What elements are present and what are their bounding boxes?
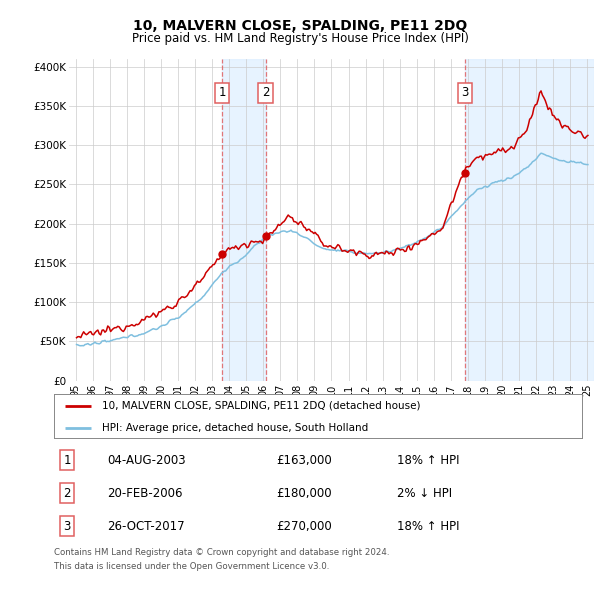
Text: 18% ↑ HPI: 18% ↑ HPI — [397, 454, 460, 467]
Text: Price paid vs. HM Land Registry's House Price Index (HPI): Price paid vs. HM Land Registry's House … — [131, 32, 469, 45]
Text: 18% ↑ HPI: 18% ↑ HPI — [397, 520, 460, 533]
Text: 1: 1 — [64, 454, 71, 467]
Bar — [222, 59, 266, 381]
Text: £163,000: £163,000 — [276, 454, 332, 467]
Text: £180,000: £180,000 — [276, 487, 331, 500]
Text: HPI: Average price, detached house, South Holland: HPI: Average price, detached house, Sout… — [101, 423, 368, 433]
Text: 2: 2 — [64, 487, 71, 500]
Text: 1: 1 — [218, 86, 226, 99]
Text: 2% ↓ HPI: 2% ↓ HPI — [397, 487, 452, 500]
Text: This data is licensed under the Open Government Licence v3.0.: This data is licensed under the Open Gov… — [54, 562, 329, 571]
Text: 26-OCT-2017: 26-OCT-2017 — [107, 520, 184, 533]
Text: 10, MALVERN CLOSE, SPALDING, PE11 2DQ (detached house): 10, MALVERN CLOSE, SPALDING, PE11 2DQ (d… — [101, 401, 420, 411]
Text: 10, MALVERN CLOSE, SPALDING, PE11 2DQ: 10, MALVERN CLOSE, SPALDING, PE11 2DQ — [133, 19, 467, 33]
Text: £270,000: £270,000 — [276, 520, 332, 533]
Text: Contains HM Land Registry data © Crown copyright and database right 2024.: Contains HM Land Registry data © Crown c… — [54, 548, 389, 556]
Text: 3: 3 — [461, 86, 469, 99]
Text: 20-FEB-2006: 20-FEB-2006 — [107, 487, 182, 500]
Text: 3: 3 — [64, 520, 71, 533]
Bar — [465, 59, 594, 381]
Text: 04-AUG-2003: 04-AUG-2003 — [107, 454, 185, 467]
Text: 2: 2 — [262, 86, 269, 99]
